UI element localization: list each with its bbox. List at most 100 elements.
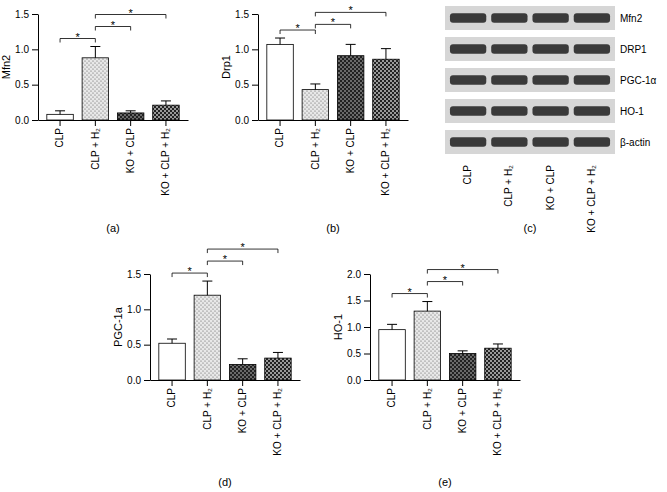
bar [267,44,293,120]
tick-label: 0.0 [235,115,249,126]
axis-line [38,15,39,121]
tick-mark [252,120,258,121]
tick-mark [144,309,150,310]
significance-label: * [349,4,354,16]
significance-label: * [76,31,81,43]
tick-label: KO + CLP [237,388,248,434]
y-axis-title: Mfn2 [0,55,12,79]
bar [159,343,185,380]
tick-label: 1.0 [15,44,29,55]
tick: KO + CLP [125,120,136,173]
panel-label: (c) [524,222,537,234]
tick-label: 1.0 [235,44,249,55]
x-axis: CLPCLP + H₂KO + CLPKO + CLP + H₂ [151,380,301,456]
tick: 1.0 [127,304,150,315]
error-bar [161,101,171,105]
tick: 0.5 [347,348,370,359]
tick-mark [130,120,131,126]
axis-line [370,275,371,381]
blot-band [574,13,610,23]
tick-label: KO + CLP + H₂ [160,128,171,196]
plot-area [267,38,399,120]
error-bar [381,49,391,60]
blot-band [491,44,527,54]
tick: CLP + H₂ [90,120,101,170]
plot-area [159,281,291,380]
x-axis: CLP CLP + H₂ KO + CLP KO + CLP + H₂ [259,120,409,196]
tick-mark [32,49,38,50]
tick-label: 1.0 [347,322,361,333]
significance-label: * [241,241,246,253]
tick: 2.0 [347,269,370,280]
row-label: PGC-1α [620,75,657,86]
tick-mark [364,380,370,381]
lane-label: CLP [462,165,473,185]
tick-label: 2.0 [347,269,361,280]
error-bar [55,111,65,115]
significance-label: * [129,7,134,19]
tick: CLP + H₂ [310,120,321,170]
tick-label: KO + CLP + H₂ [272,388,283,456]
bar [229,364,255,380]
bar [449,354,475,381]
error-bar [202,281,212,295]
tick: 0.5 [235,79,258,90]
blot-strip [445,37,615,61]
blot-band [491,75,527,85]
bar [302,90,328,120]
tick-mark [364,354,370,355]
tick: 0.0 [235,115,258,126]
row-label: DRP1 [620,44,647,55]
tick: 0.5 [127,339,150,350]
blot-strip [445,68,615,92]
tick-mark [462,380,463,386]
panel: 0.00.51.01.52.0CLPCLP + H₂KO + CLPKO + C… [332,262,521,488]
tick-label: KO + CLP [345,128,356,174]
tick: 0.0 [347,375,370,386]
error-bar [90,47,100,58]
tick-label: CLP + H₂ [90,128,101,170]
bar [194,295,220,380]
tick: CLP [54,120,65,147]
y-axis: 0.00.51.01.5 [15,9,38,126]
bar [485,348,511,380]
bar [379,330,405,380]
significance-label: * [461,262,466,274]
tick: 1.5 [347,295,370,306]
tick-label: 1.5 [15,9,29,20]
tick: KO + CLP + H₂ [380,120,391,196]
tick-mark [242,380,243,386]
error-bar [346,44,356,55]
blot-band [450,75,486,85]
significance-label: * [408,286,413,298]
tick: KO + CLP [237,380,248,433]
tick-label: 0.5 [347,348,361,359]
panel-label: (a) [106,222,119,234]
lane-label: CLP + H₂ [503,165,514,207]
tick: CLP + H₂ [202,380,213,430]
panel-label: (e) [438,476,451,488]
blot-band [532,13,568,23]
tick-label: CLP [54,128,65,148]
plot-area [379,302,511,380]
blot-strip [445,6,615,30]
tick-mark [252,85,258,86]
lane-label: KO + CLP + H₂ [586,165,597,233]
blot-band [574,75,610,85]
blot-band [574,44,610,54]
tick: 0.0 [15,115,38,126]
tick-label: KO + CLP + H₂ [492,388,503,456]
tick-mark [392,380,393,386]
tick-mark [315,120,316,126]
bar [117,113,143,120]
significance-label: * [111,19,116,31]
tick: CLP [274,120,285,147]
blot-band [574,106,610,116]
row-label: HO-1 [620,106,644,117]
axis-line [258,15,259,121]
x-axis: CLP CLP + H₂ KO + CLP KO + CLP + H₂ [39,120,189,196]
significance-label: * [331,16,336,28]
tick-mark [385,120,386,126]
tick-label: KO + CLP + H₂ [380,128,391,196]
figure: 0.0 0.5 1.0 1.5 CLP CLP + H₂ KO + CLP KO + CLP … [0,0,667,492]
